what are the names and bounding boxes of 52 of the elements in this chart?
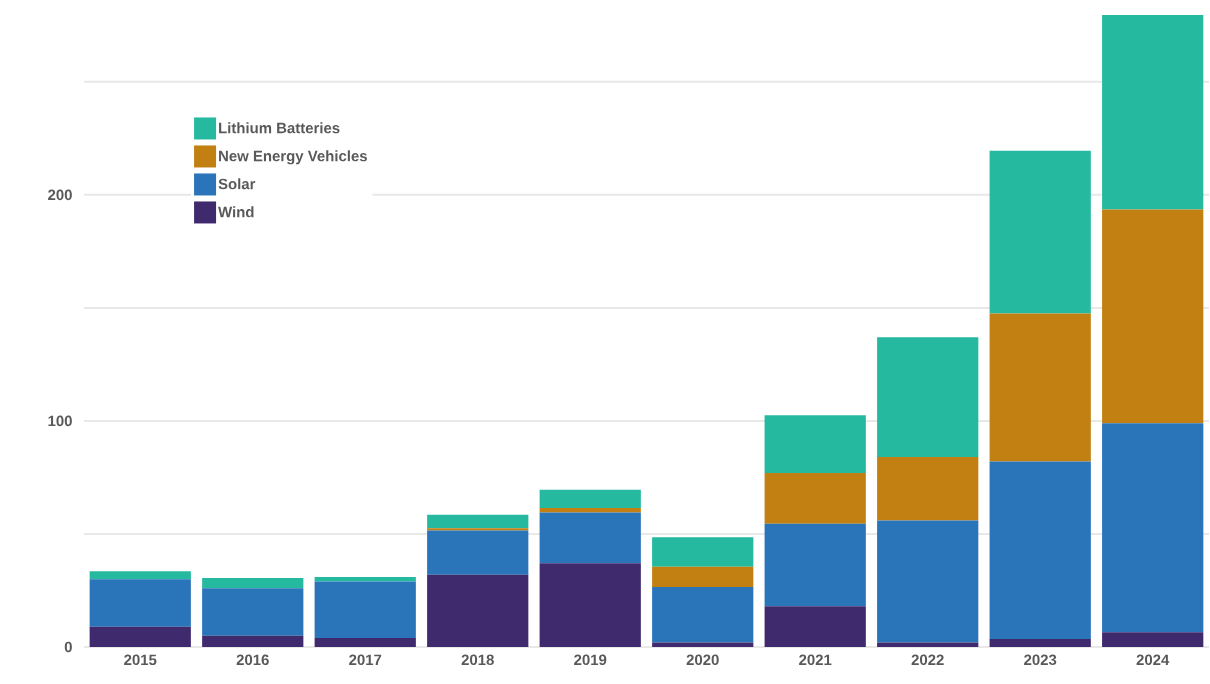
bar [89, 571, 191, 580]
bar [539, 563, 641, 647]
bar [764, 415, 866, 473]
bar [1102, 209, 1204, 424]
x-tick-label: 2020 [686, 654, 719, 666]
x-tick-label: 2016 [236, 654, 269, 666]
bar [989, 461, 1091, 640]
x-tick-label: 2017 [349, 654, 382, 666]
legend-label: New Energy Vehicles [219, 150, 367, 165]
bar [89, 579, 191, 627]
x-tick-label: 2015 [124, 654, 157, 666]
y-tick-label: 0 [64, 641, 72, 653]
bar [202, 578, 304, 589]
bar [764, 606, 866, 647]
bar [652, 587, 754, 643]
bar [89, 626, 191, 647]
legend-label: Lithium Batteries [219, 122, 340, 134]
bar [877, 337, 979, 458]
bar [989, 313, 1091, 462]
bar [1102, 423, 1204, 633]
bar [1102, 15, 1204, 210]
bar [652, 642, 754, 647]
bar [652, 537, 754, 567]
bar [652, 566, 754, 588]
bar [539, 489, 641, 508]
bar [877, 457, 979, 521]
legend-label: Wind [218, 206, 254, 218]
x-tick-label: 2019 [574, 654, 607, 666]
bar [989, 639, 1091, 647]
x-tick-label: 2024 [1136, 654, 1170, 666]
legend-label: Solar [218, 178, 256, 190]
bar [202, 635, 304, 647]
bar [202, 588, 304, 636]
bar [314, 581, 416, 638]
bar [764, 472, 866, 524]
x-tick-label: 2021 [799, 654, 832, 666]
bar [877, 642, 979, 647]
x-tick-label: 2022 [911, 654, 944, 666]
bar [1102, 632, 1204, 647]
x-tick-label: 2018 [461, 654, 494, 666]
bar [427, 530, 529, 575]
x-tick-label: 2023 [1024, 654, 1057, 666]
bar [764, 523, 866, 607]
bar [539, 512, 641, 564]
bar [427, 514, 529, 529]
y-tick-label: 100 [48, 415, 72, 427]
bar [877, 520, 979, 643]
bar [427, 528, 529, 531]
bar [427, 574, 529, 647]
y-tick-label: 200 [48, 189, 72, 201]
bar [314, 637, 416, 647]
bar [989, 150, 1091, 314]
